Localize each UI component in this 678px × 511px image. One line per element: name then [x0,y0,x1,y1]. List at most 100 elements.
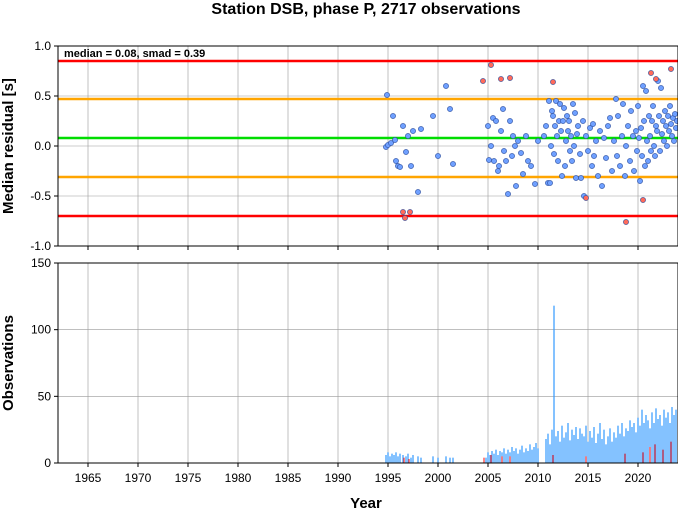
residual-point [500,106,506,112]
residual-point [623,143,629,149]
residual-point [554,133,560,139]
residual-point [657,148,663,154]
outlier-point [623,219,629,225]
residual-point [532,181,538,187]
observation-bar [657,419,659,463]
observation-bar [513,451,515,463]
residual-point [496,163,502,169]
stats-annotation: median = 0.08, smad = 0.39 [64,48,205,60]
observation-bar [561,425,563,463]
residual-point [384,92,390,98]
residual-point [635,103,641,109]
residual-point [567,148,573,154]
outlier-point [400,209,406,215]
residual-point [485,123,491,129]
observation-bar [397,456,399,463]
residual-point [625,123,631,129]
residual-point [563,138,569,144]
residual-point [562,163,568,169]
residual-point [640,83,646,89]
residual-point [549,108,555,114]
residual-point [662,108,668,114]
x-tick-label: 1990 [325,471,352,485]
residual-point [593,138,599,144]
residual-point [509,153,515,159]
observation-bar [533,447,535,463]
observations-plot-frame [57,262,678,464]
outlier-point [550,79,556,85]
residual-point [638,125,644,131]
observation-bar [420,457,422,463]
residual-point [650,103,656,109]
residual-point [589,163,595,169]
residual-point [520,171,526,177]
outlier-point [653,76,659,82]
observation-bar [591,437,593,463]
residual-point [505,191,511,197]
observation-bar [581,433,583,463]
residual-point [565,128,571,134]
residual-point [605,123,611,129]
observation-bar [489,455,491,463]
residual-point [658,85,664,91]
residual-point [663,123,669,129]
residual-point [627,158,633,164]
residual-point [541,133,547,139]
observation-bar [515,448,517,463]
outlier-point [402,215,408,221]
outlier-observation-bar [662,449,664,463]
residual-point [568,133,574,139]
outlier-observation-bar [501,456,503,463]
observations-y-tick-label: 100 [31,323,51,337]
observation-bar [495,449,497,463]
residual-point [507,118,513,124]
observation-bar [571,429,573,463]
observation-bar [587,441,589,463]
residual-point [573,175,579,181]
residual-point [553,98,559,104]
observation-bar [651,412,653,463]
residual-point [641,118,647,124]
observation-bar [601,439,603,463]
observation-bar [667,412,669,463]
observations-y-ticks: 0 50 100 150 [31,256,58,470]
residual-point [528,163,534,169]
observation-bar [545,439,547,463]
observations-y-tick-label: 150 [31,256,51,270]
outlier-observation-bar [670,441,672,463]
observation-bar [631,427,633,463]
observation-bar [671,407,673,463]
x-axis-label: Year [350,495,382,511]
observation-bar [605,444,607,463]
observation-bar [551,429,553,463]
residual-point [590,121,596,127]
outlier-point [480,78,486,84]
residual-point [580,118,586,124]
observations-y-axis-label: Observations [0,315,17,411]
residual-point [667,103,673,109]
residual-point [636,135,642,141]
outlier-point [583,195,589,201]
residual-point [639,153,645,159]
observation-bar [593,427,595,463]
observation-bar [559,441,561,463]
residual-point [557,101,563,107]
observation-bar [452,457,454,463]
observation-bar [637,417,639,463]
observation-bar [535,443,537,463]
residual-point [408,163,414,169]
residual-point [661,138,667,144]
x-tick-label: 1975 [175,471,202,485]
residual-point [571,143,577,149]
observation-bar [647,420,649,463]
residual-point [669,133,675,139]
observation-bar [531,449,533,463]
observation-bar [655,408,657,463]
x-tick-label: 1965 [75,471,102,485]
observations-y-tick-label: 0 [44,456,51,470]
residual-point [410,128,416,134]
residual-point [647,133,653,139]
observation-bar [673,415,675,463]
observation-bar [445,456,447,463]
outlier-observation-bar [509,456,511,463]
